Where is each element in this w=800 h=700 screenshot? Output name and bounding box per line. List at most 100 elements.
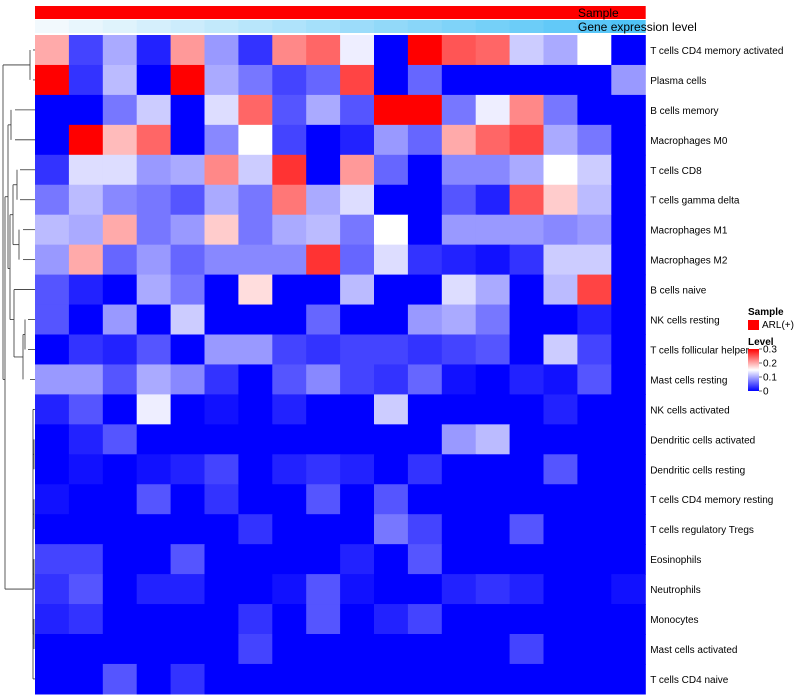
annotation-expression-cell	[340, 20, 375, 33]
heatmap-cell	[374, 124, 409, 156]
heatmap-cell	[35, 184, 70, 216]
annotation-expression-cell	[68, 20, 104, 33]
heatmap-cell	[204, 244, 239, 276]
heatmap-cell	[136, 274, 172, 306]
heatmap-cell	[136, 124, 172, 156]
heatmap-cell	[136, 454, 172, 485]
heatmap-cell	[102, 214, 138, 246]
heatmap-cell	[204, 634, 239, 665]
heatmap-cell	[509, 663, 545, 695]
heatmap-cell	[136, 214, 172, 246]
row-label: Plasma cells	[650, 76, 706, 87]
heatmap-cell	[272, 604, 307, 635]
heatmap-cell	[441, 154, 477, 186]
heatmap-cell	[407, 184, 443, 216]
heatmap-cell	[35, 334, 70, 366]
heatmap-cell	[577, 184, 612, 216]
heatmap-cell	[35, 214, 70, 246]
heatmap-cell	[611, 424, 646, 455]
heatmap-cell	[238, 604, 273, 635]
annotation-label-sample: Sample	[578, 6, 619, 20]
heatmap-cell	[102, 634, 138, 665]
heatmap-cell	[475, 364, 511, 395]
heatmap-cell	[543, 514, 578, 545]
heatmap-cell	[407, 334, 443, 366]
heatmap-cell	[374, 574, 409, 605]
heatmap-cell	[509, 334, 545, 366]
heatmap-cell	[543, 544, 578, 575]
heatmap-cell	[35, 663, 70, 695]
heatmap-cell	[204, 424, 239, 455]
heatmap-cell	[204, 544, 239, 575]
heatmap-cell	[272, 424, 307, 455]
row-label: T cells CD4 naive	[650, 675, 729, 686]
heatmap-cell	[340, 35, 375, 66]
heatmap-cell	[272, 394, 307, 425]
heatmap-cell	[170, 544, 206, 575]
heatmap-cell	[340, 154, 375, 186]
legend-color-bar	[748, 349, 759, 391]
heatmap-cell	[407, 154, 443, 186]
heatmap-cell	[475, 424, 511, 455]
annotation-sample-cell	[543, 6, 578, 19]
heatmap-cell	[509, 634, 545, 665]
heatmap-cell	[611, 124, 646, 156]
heatmap-cell	[136, 424, 172, 455]
legend-sample-title: Sample	[748, 307, 784, 318]
heatmap-cell	[340, 514, 375, 545]
heatmap-cell	[306, 394, 341, 425]
heatmap-cell	[204, 604, 239, 635]
annotation-sample-cell	[611, 6, 646, 19]
annotation-sample-cell	[238, 6, 273, 19]
heatmap-cell	[306, 304, 341, 336]
annotation-sample-row	[35, 6, 646, 19]
heatmap-cell	[509, 64, 545, 96]
heatmap-cell	[611, 604, 646, 635]
heatmap-cell	[340, 634, 375, 665]
heatmap-cell	[441, 544, 477, 575]
heatmap-cell	[68, 634, 104, 665]
heatmap-cell	[543, 634, 578, 665]
heatmap-cell	[475, 574, 511, 605]
heatmap-cell	[306, 154, 341, 186]
heatmap-cell	[475, 154, 511, 186]
heatmap-cell	[204, 124, 239, 156]
heatmap-cell	[102, 663, 138, 695]
annotation-sample-cell	[475, 6, 511, 19]
heatmap-cell	[509, 274, 545, 306]
heatmap-cell	[407, 64, 443, 96]
heatmap-cell	[35, 514, 70, 545]
heatmap-cell	[475, 304, 511, 336]
heatmap-cell	[68, 604, 104, 635]
heatmap-cell	[611, 634, 646, 665]
heatmap-cell	[374, 184, 409, 216]
row-label: NK cells resting	[650, 316, 719, 327]
heatmap-cell	[238, 334, 273, 366]
annotation-sample-cell	[102, 6, 138, 19]
heatmap-cell	[136, 35, 172, 66]
heatmap-cell	[204, 454, 239, 485]
heatmap-cell	[340, 64, 375, 96]
row-label: Dendritic cells activated	[650, 435, 755, 446]
heatmap-cell	[102, 394, 138, 425]
heatmap-cell	[170, 604, 206, 635]
heatmap-cell	[441, 244, 477, 276]
heatmap-cell	[509, 244, 545, 276]
heatmap-cell	[407, 454, 443, 485]
annotation-sample-cell	[577, 6, 612, 19]
heatmap-cell	[170, 634, 206, 665]
heatmap-cell	[306, 244, 341, 276]
heatmap-cell	[170, 394, 206, 425]
heatmap-cell	[475, 94, 511, 126]
heatmap-cell	[577, 514, 612, 545]
heatmap-cell	[509, 484, 545, 515]
heatmap-cell	[204, 274, 239, 306]
heatmap-cell	[238, 544, 273, 575]
heatmap-cell	[577, 364, 612, 395]
heatmap-cell	[306, 514, 341, 545]
heatmap-cell	[170, 124, 206, 156]
annotation-sample-cell	[136, 6, 172, 19]
heatmap-cell	[509, 304, 545, 336]
annotation-sample-cell	[441, 6, 477, 19]
heatmap-cell	[340, 604, 375, 635]
